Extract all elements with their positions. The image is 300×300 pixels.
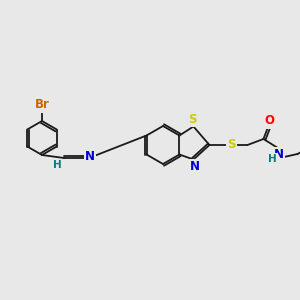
Text: S: S (188, 113, 197, 126)
Text: N: N (85, 151, 95, 164)
Text: Br: Br (34, 98, 50, 112)
Text: N: N (190, 160, 200, 173)
Text: S: S (227, 139, 236, 152)
Text: H: H (52, 160, 62, 170)
Text: N: N (274, 148, 284, 161)
Text: H: H (268, 154, 277, 164)
Text: O: O (265, 115, 275, 128)
